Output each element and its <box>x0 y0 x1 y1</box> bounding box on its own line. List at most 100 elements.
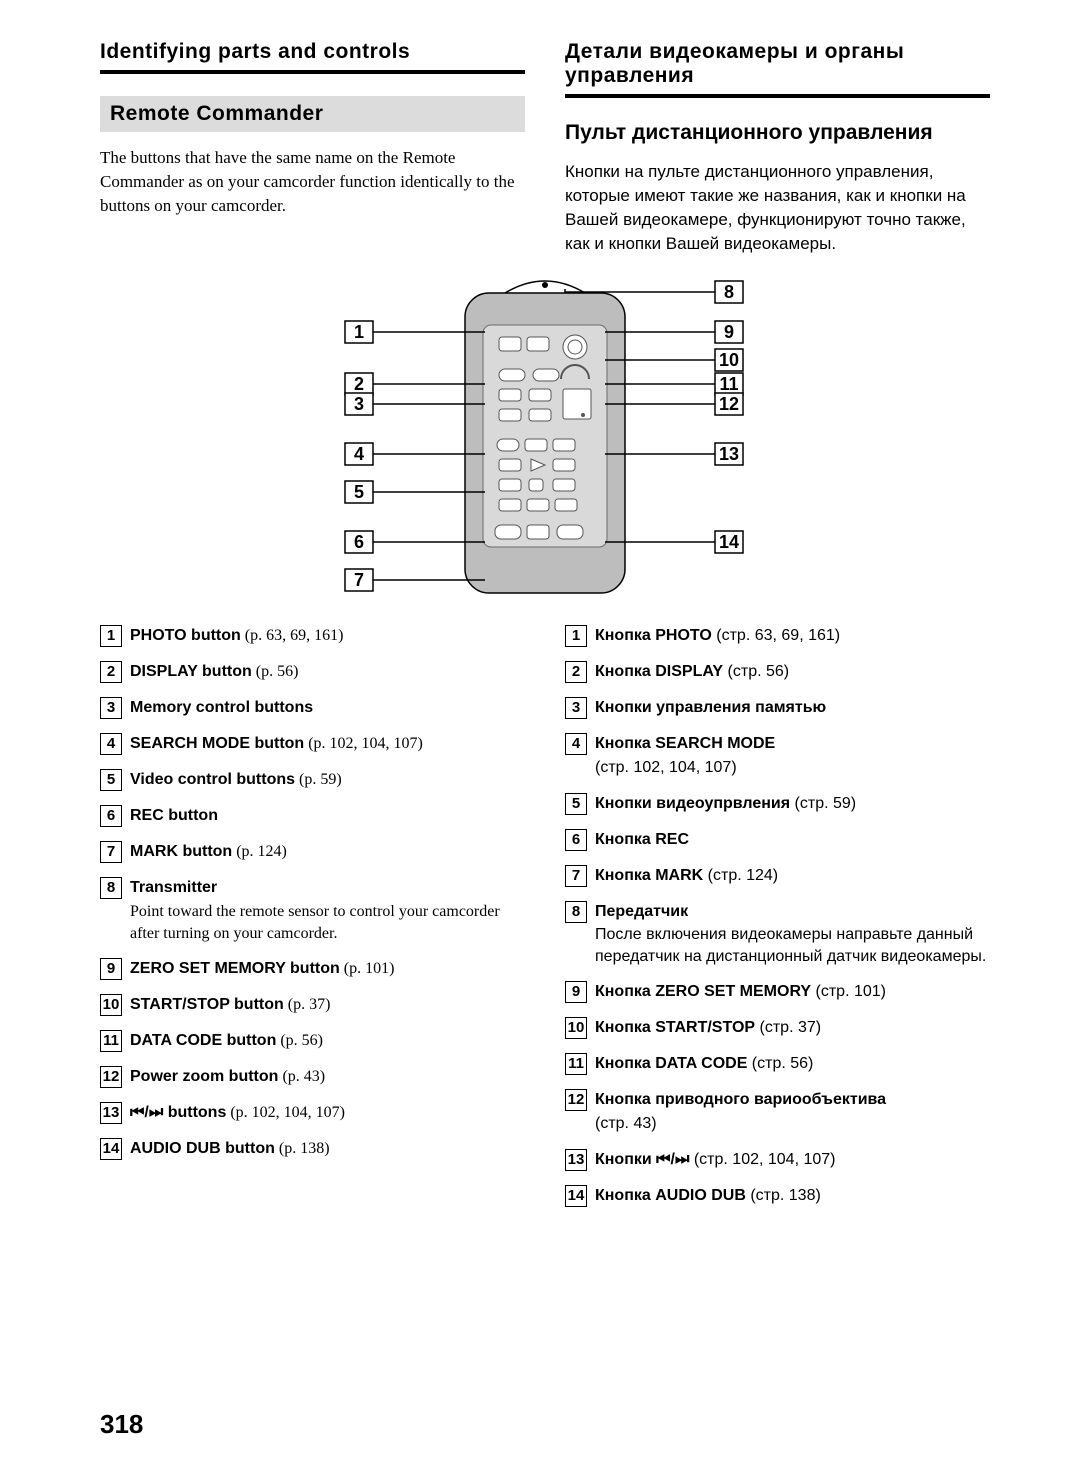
item-number-box: 11 <box>100 1030 122 1052</box>
svg-text:4: 4 <box>354 444 364 464</box>
svg-text:14: 14 <box>719 532 739 552</box>
item-desc: (стр. 102, 104, 107) <box>595 757 990 779</box>
item-bold: Кнопка DATA CODE <box>595 1055 747 1072</box>
left-header: Identifying parts and controls Remote Co… <box>100 40 525 255</box>
item-number-box: 7 <box>565 865 587 887</box>
item-bold: Кнопка DISPLAY <box>595 663 723 680</box>
item-number-box: 5 <box>100 769 122 791</box>
item-bold: Transmitter <box>130 879 217 896</box>
item-bold: Кнопка START/STOP <box>595 1019 755 1036</box>
list-item: 13Кнопки ⏮/⏭ (стр. 102, 104, 107) <box>565 1149 990 1171</box>
item-number-box: 6 <box>100 805 122 827</box>
item-text: TransmitterPoint toward the remote senso… <box>130 877 525 944</box>
item-text: ⏮/⏭ buttons (p. 102, 104, 107) <box>130 1102 525 1124</box>
item-text: AUDIO DUB button (p. 138) <box>130 1138 525 1160</box>
item-bold: Кнопка PHOTO <box>595 627 712 644</box>
item-number-box: 8 <box>565 901 587 923</box>
item-text: Memory control buttons <box>130 697 525 719</box>
item-rest: (стр. 102, 104, 107) <box>689 1151 835 1168</box>
item-bold: AUDIO DUB button <box>130 1140 275 1157</box>
item-bold: Кнопки ⏮/⏭ <box>595 1151 689 1168</box>
item-text: PHOTO button (p. 63, 69, 161) <box>130 625 525 647</box>
item-rest: (стр. 124) <box>703 867 778 884</box>
item-desc: (стр. 43) <box>595 1113 990 1135</box>
item-number-box: 9 <box>565 981 587 1003</box>
item-bold: Кнопка приводного вариообъектива <box>595 1091 886 1108</box>
left-subhead: Remote Commander <box>100 96 525 132</box>
item-number-box: 11 <box>565 1053 587 1075</box>
item-bold: Кнопка SEARCH MODE <box>595 735 775 752</box>
item-rest: (p. 37) <box>284 996 331 1013</box>
item-bold: Power zoom button <box>130 1068 278 1085</box>
item-number-box: 6 <box>565 829 587 851</box>
item-rest: (p. 56) <box>276 1032 323 1049</box>
right-intro: Кнопки на пульте дистанционного управлен… <box>565 160 990 255</box>
item-bold: DATA CODE button <box>130 1032 276 1049</box>
svg-text:2: 2 <box>354 374 364 394</box>
list-item: 1 PHOTO button (p. 63, 69, 161) <box>100 625 525 647</box>
list-item: 10 Кнопка START/STOP (стр. 37) <box>565 1017 990 1039</box>
list-item: 12Power zoom button (p. 43) <box>100 1066 525 1088</box>
item-rest: (p. 101) <box>340 960 395 977</box>
item-rest: (стр. 138) <box>746 1187 821 1204</box>
svg-text:11: 11 <box>719 374 738 394</box>
russian-list: 1Кнопка PHOTO (стр. 63, 69, 161) 2 Кнопка … <box>565 625 990 1220</box>
item-rest: (p. 63, 69, 161) <box>241 627 344 644</box>
item-number-box: 2 <box>565 661 587 683</box>
item-text: Кнопка START/STOP (стр. 37) <box>595 1017 990 1039</box>
list-item: 4SEARCH MODE button (p. 102, 104, 107) <box>100 733 525 755</box>
item-number-box: 14 <box>565 1185 587 1207</box>
item-number-box: 3 <box>565 697 587 719</box>
item-bold: Передатчик <box>595 903 688 920</box>
list-item: 1Кнопка PHOTO (стр. 63, 69, 161) <box>565 625 990 647</box>
list-item: 14 AUDIO DUB button (p. 138) <box>100 1138 525 1160</box>
item-rest: (p. 43) <box>278 1068 325 1085</box>
item-text: DATA CODE button (p. 56) <box>130 1030 525 1052</box>
item-text: REC button <box>130 805 525 827</box>
item-bold: REC button <box>130 807 218 824</box>
header-row: Identifying parts and controls Remote Co… <box>100 40 990 255</box>
item-bold: Кнопки видеоупрвления <box>595 795 790 812</box>
svg-text:1: 1 <box>354 322 364 342</box>
list-item: 5 Video control buttons (p. 59) <box>100 769 525 791</box>
item-rest: (стр. 59) <box>790 795 856 812</box>
svg-text:6: 6 <box>354 532 364 552</box>
item-number-box: 14 <box>100 1138 122 1160</box>
left-intro: The buttons that have the same name on t… <box>100 146 525 217</box>
item-bold: Кнопка AUDIO DUB <box>595 1187 746 1204</box>
list-item: 14 Кнопка AUDIO DUB (стр. 138) <box>565 1185 990 1207</box>
list-item: 8ПередатчикПосле включения видеокамеры н… <box>565 901 990 968</box>
item-rest: (p. 102, 104, 107) <box>226 1104 345 1121</box>
svg-text:9: 9 <box>724 322 734 342</box>
svg-text:13: 13 <box>719 444 739 464</box>
item-number-box: 3 <box>100 697 122 719</box>
item-bold: Кнопка MARK <box>595 867 703 884</box>
right-subhead: Пульт дистанционного управления <box>565 120 990 146</box>
list-item: 7 MARK button (p. 124) <box>100 841 525 863</box>
item-text: MARK button (p. 124) <box>130 841 525 863</box>
item-number-box: 5 <box>565 793 587 815</box>
item-number-box: 10 <box>100 994 122 1016</box>
item-number-box: 1 <box>100 625 122 647</box>
item-number-box: 10 <box>565 1017 587 1039</box>
item-bold: ZERO SET MEMORY button <box>130 960 340 977</box>
item-rest: (стр. 56) <box>723 663 789 680</box>
list-item: 4Кнопка SEARCH MODE(стр. 102, 104, 107) <box>565 733 990 778</box>
item-number-box: 7 <box>100 841 122 863</box>
item-text: Video control buttons (p. 59) <box>130 769 525 791</box>
list-item: 11 DATA CODE button (p. 56) <box>100 1030 525 1052</box>
list-item: 2DISPLAY button (p. 56) <box>100 661 525 683</box>
item-bold: MARK button <box>130 843 232 860</box>
item-rest: (p. 124) <box>232 843 287 860</box>
svg-text:3: 3 <box>354 394 364 414</box>
item-number-box: 2 <box>100 661 122 683</box>
left-title: Identifying parts and controls <box>100 40 525 74</box>
item-text: Кнопка SEARCH MODE (стр. 102, 104, 107) <box>595 733 990 778</box>
list-item: 6Кнопка REC <box>565 829 990 851</box>
item-rest: (стр. 37) <box>755 1019 821 1036</box>
svg-text:12: 12 <box>719 394 739 414</box>
page-number: 318 <box>100 1409 143 1440</box>
item-bold: PHOTO button <box>130 627 241 644</box>
remote-diagram: 1234567891011121314 <box>265 273 825 603</box>
item-bold: Video control buttons <box>130 771 295 788</box>
